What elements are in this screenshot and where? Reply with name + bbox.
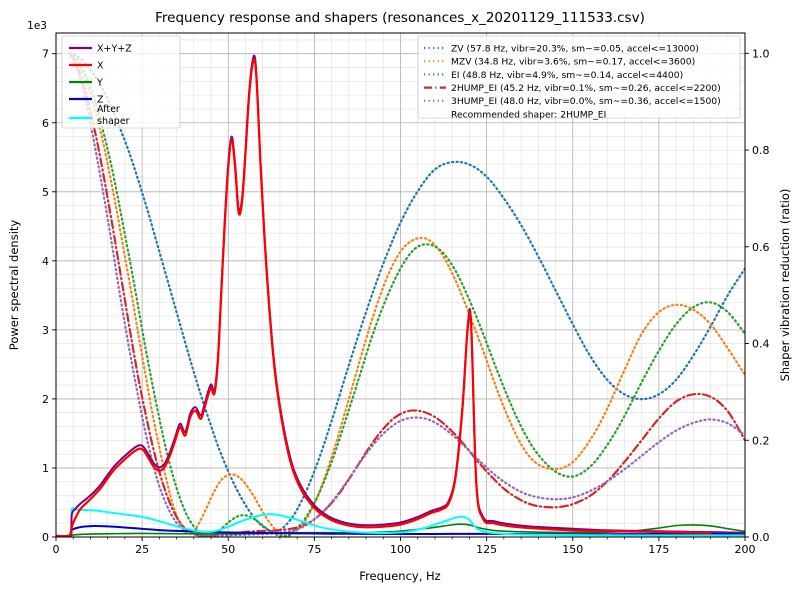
x-tick-label: 200 bbox=[735, 543, 756, 556]
y-tick-label-right: 0.4 bbox=[752, 338, 770, 351]
shaper-legend-label-3hump_ei: 3HUMP_EI (48.0 Hz, vibr=0.0%, sm~=0.36, … bbox=[451, 96, 721, 107]
x-tick-label: 125 bbox=[476, 543, 497, 556]
x-tick-label: 25 bbox=[135, 543, 149, 556]
psd-legend-label-z: Z bbox=[97, 95, 104, 106]
psd-legend-box bbox=[61, 35, 181, 129]
shaper-legend-label-zv: ZV (57.8 Hz, vibr=20.3%, sm~=0.05, accel… bbox=[451, 43, 699, 54]
psd-legend-label-x: X bbox=[97, 61, 104, 72]
y-tick-label-right: 0.0 bbox=[752, 531, 770, 544]
shaper-curve-zv bbox=[68, 52, 745, 533]
shaper-legend[interactable]: ZV (57.8 Hz, vibr=20.3%, sm~=0.05, accel… bbox=[417, 35, 741, 120]
shaper-curve-ei bbox=[68, 52, 745, 537]
x-tick-label: 50 bbox=[221, 543, 235, 556]
recommended-shaper-label: Recommended shaper: 2HUMP_EI bbox=[451, 109, 606, 120]
y-tick-label-right: 0.2 bbox=[752, 434, 770, 447]
shaper-legend-label-mzv: MZV (34.8 Hz, vibr=3.6%, sm~=0.17, accel… bbox=[451, 57, 695, 68]
chart-title: Frequency response and shapers (resonanc… bbox=[155, 10, 645, 26]
x-tick-label: 100 bbox=[390, 543, 411, 556]
y-tick-label-right: 0.6 bbox=[752, 241, 770, 254]
y-tick-label: 5 bbox=[42, 186, 49, 199]
psd-legend-label-after-shaper: After bbox=[97, 104, 120, 115]
y-axis-offset-label: 1e3 bbox=[27, 20, 47, 32]
data-curves bbox=[56, 52, 745, 537]
y-axis-label: Power spectral density bbox=[7, 220, 21, 351]
y-tick-label: 0 bbox=[42, 531, 49, 544]
x-tick-label: 0 bbox=[53, 543, 60, 556]
shaper-legend-label-ei: EI (48.8 Hz, vibr=4.9%, sm~=0.14, accel<… bbox=[451, 70, 683, 81]
psd-legend-label-after-shaper-line2: shaper bbox=[97, 116, 130, 127]
plot-frame bbox=[55, 32, 746, 538]
psd-legend-label-y: Y bbox=[96, 78, 103, 89]
psd-legend-label-x-y-z: X+Y+Z bbox=[97, 44, 132, 55]
shaper-legend-label-2hump_ei: 2HUMP_EI (45.2 Hz, vibr=0.1%, sm~=0.26, … bbox=[451, 83, 721, 94]
psd-curve-x bbox=[56, 57, 712, 537]
y-axis-right-label: Shaper vibration reduction (ratio) bbox=[778, 189, 792, 382]
x-tick-label: 75 bbox=[307, 543, 321, 556]
psd-curve-after-shaper bbox=[56, 506, 745, 537]
y-tick-label: 2 bbox=[42, 393, 49, 406]
x-tick-label: 150 bbox=[562, 543, 583, 556]
y-tick-label: 3 bbox=[42, 324, 49, 337]
x-tick-label: 175 bbox=[648, 543, 669, 556]
shaper-curve-3hump_ei bbox=[68, 52, 745, 537]
y-tick-label-right: 1.0 bbox=[752, 47, 770, 60]
y-tick-label-right: 0.8 bbox=[752, 144, 770, 157]
y-tick-label: 7 bbox=[42, 48, 49, 61]
y-tick-label: 6 bbox=[42, 117, 49, 130]
y-tick-label: 4 bbox=[42, 255, 49, 268]
shaper-legend-box bbox=[417, 35, 741, 119]
x-axis-label: Frequency, Hz bbox=[359, 569, 440, 583]
axis-tick-labels: 0 25 50 75 100 125 150 175 200 0 1 2 3 4 5 6 7 0.0 0.2 0.4 0… bbox=[42, 47, 770, 556]
y-tick-label: 1 bbox=[42, 462, 49, 475]
